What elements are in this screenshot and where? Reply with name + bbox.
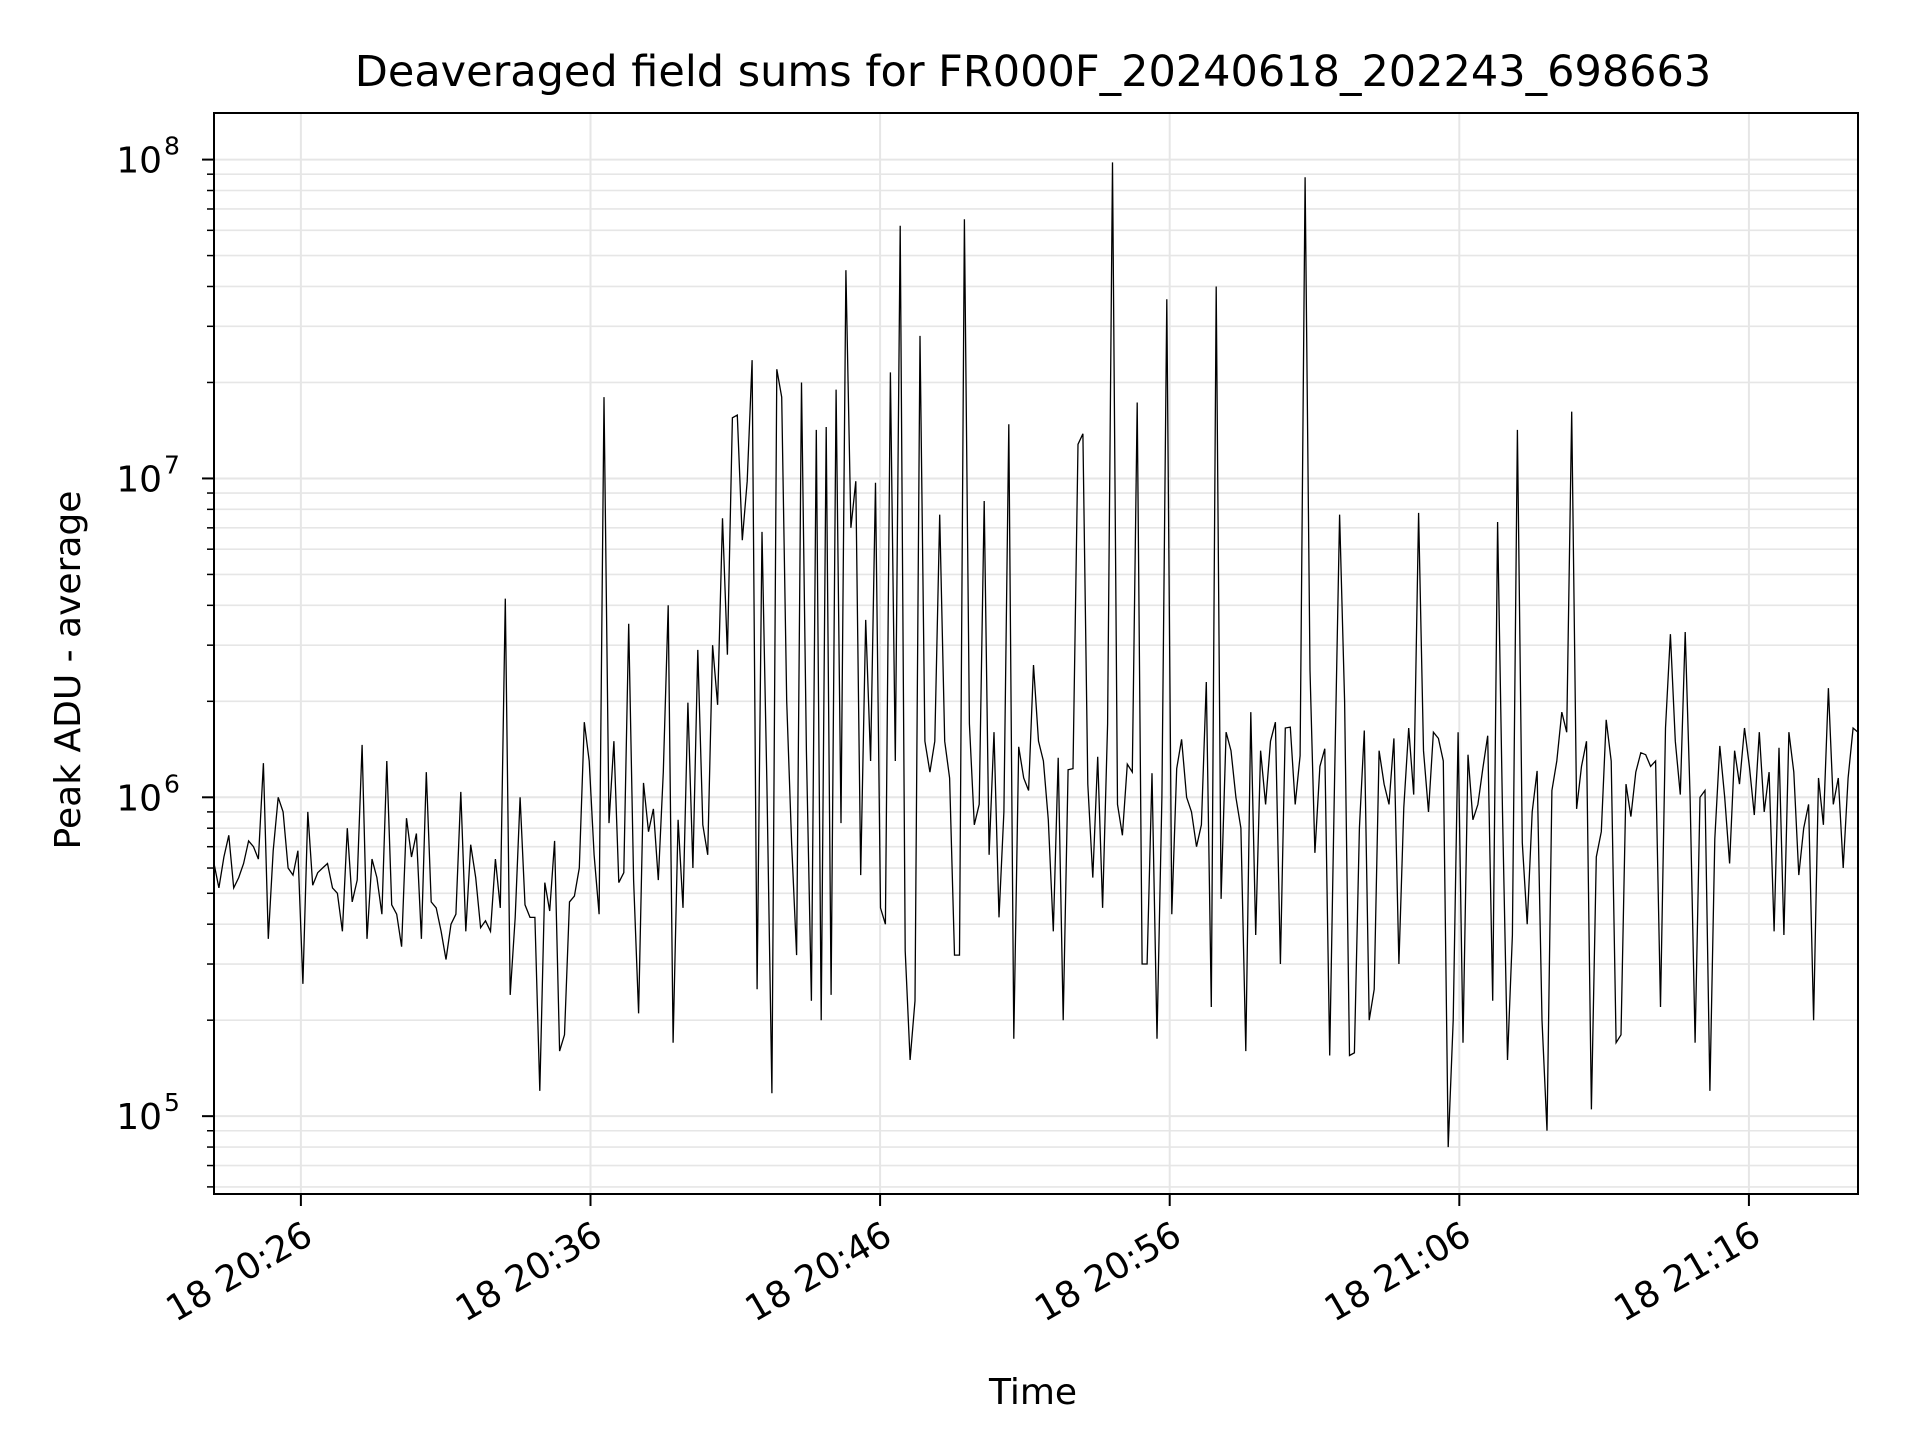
y-tick-label: 10: [116, 1097, 162, 1138]
chart-title: Deaveraged field sums for FR000F_2024061…: [355, 47, 1712, 97]
y-tick-label: 10: [116, 141, 162, 182]
plot-frame: [213, 112, 1859, 1195]
y-tick-label-exponent: 6: [164, 769, 180, 798]
grid: [214, 113, 1858, 1194]
y-tick-label-exponent: 8: [164, 132, 180, 161]
y-tick-label-exponent: 7: [164, 450, 180, 479]
y-axis-label: Peak ADU - average: [48, 491, 89, 850]
series-layer: [213, 162, 1859, 1148]
y-tick-label-exponent: 5: [164, 1088, 180, 1117]
x-axis-label: Time: [988, 1372, 1077, 1413]
data-series-line: [213, 162, 1859, 1148]
y-tick-label: 10: [116, 778, 162, 819]
y-tick-label: 10: [116, 459, 162, 500]
